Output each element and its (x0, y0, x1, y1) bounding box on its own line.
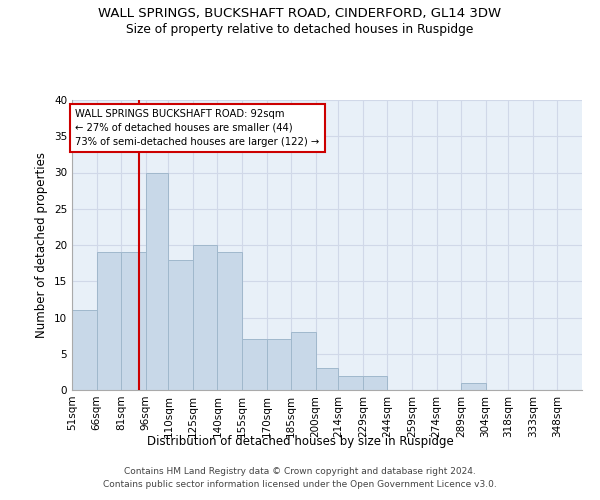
Bar (121, 252, 146, 390)
Bar (169, 260, 193, 390)
Bar (146, 172, 169, 390)
Bar (242, 339, 266, 390)
Bar (338, 376, 363, 390)
Text: WALL SPRINGS, BUCKSHAFT ROAD, CINDERFORD, GL14 3DW: WALL SPRINGS, BUCKSHAFT ROAD, CINDERFORD… (98, 8, 502, 20)
Bar (72, 310, 97, 390)
Bar (97, 252, 121, 390)
Bar (363, 376, 388, 390)
Text: Contains public sector information licensed under the Open Government Licence v3: Contains public sector information licen… (103, 480, 497, 489)
Text: Contains HM Land Registry data © Crown copyright and database right 2024.: Contains HM Land Registry data © Crown c… (124, 468, 476, 476)
Bar (217, 252, 242, 390)
Text: Size of property relative to detached houses in Ruspidge: Size of property relative to detached ho… (127, 22, 473, 36)
Bar (193, 245, 217, 390)
Bar (266, 339, 291, 390)
Text: WALL SPRINGS BUCKSHAFT ROAD: 92sqm
← 27% of detached houses are smaller (44)
73%: WALL SPRINGS BUCKSHAFT ROAD: 92sqm ← 27%… (75, 108, 320, 146)
Y-axis label: Number of detached properties: Number of detached properties (35, 152, 49, 338)
Bar (291, 332, 316, 390)
Bar (461, 383, 485, 390)
Bar (316, 368, 338, 390)
Text: Distribution of detached houses by size in Ruspidge: Distribution of detached houses by size … (146, 435, 454, 448)
